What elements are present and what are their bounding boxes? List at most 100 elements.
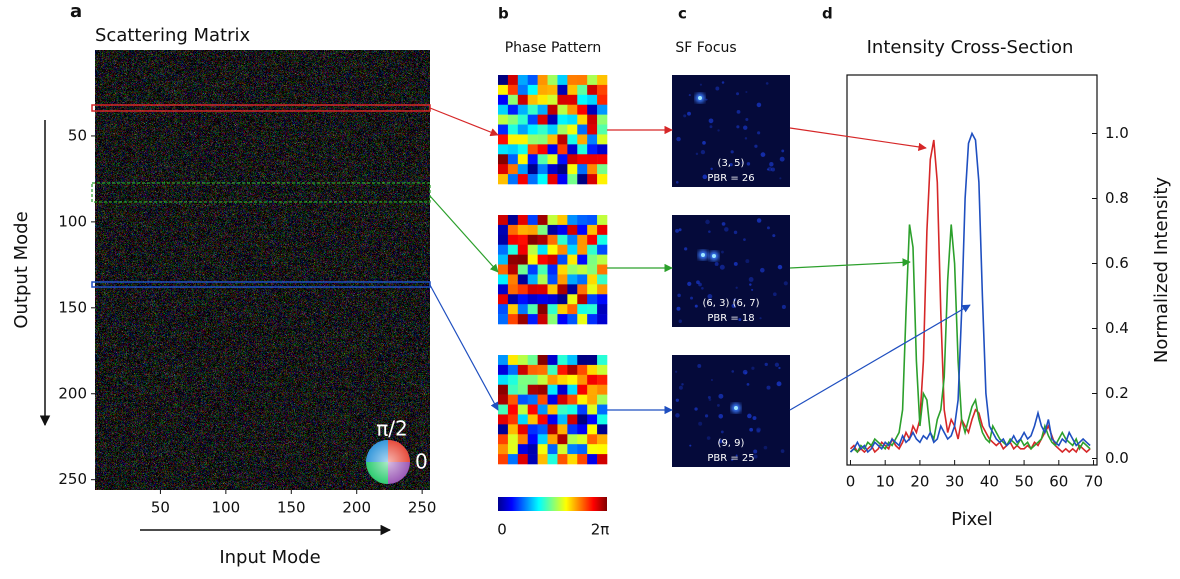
phase-cell <box>508 395 518 405</box>
phase-cell <box>597 365 607 375</box>
phase-cell <box>567 134 577 144</box>
phase-cell <box>498 314 508 324</box>
phase-cell <box>597 424 607 434</box>
phase-cell <box>538 454 548 464</box>
speckle <box>747 162 750 165</box>
phase-cell <box>518 395 528 405</box>
y-tick-label: 200 <box>58 384 87 402</box>
phase-cell <box>567 215 577 225</box>
phase-cell <box>557 284 567 294</box>
phase-cell <box>557 274 567 284</box>
phase-cell <box>567 375 577 385</box>
speckle <box>753 416 757 420</box>
speckle <box>781 149 784 152</box>
phase-cell <box>518 365 528 375</box>
phase-cell <box>577 95 587 105</box>
phase-cell <box>557 225 567 235</box>
speckle <box>681 383 683 385</box>
phase-cell <box>518 405 528 415</box>
panel-letter: b <box>498 5 509 23</box>
phase-cell <box>538 164 548 174</box>
speckle <box>736 92 739 95</box>
phase-cell <box>577 105 587 115</box>
x-tick-label: 40 <box>980 473 999 491</box>
speckle <box>710 125 713 128</box>
phase-cell <box>498 395 508 405</box>
speckle <box>734 231 737 234</box>
y-tick-label: 250 <box>58 470 87 488</box>
colorbar <box>498 497 607 511</box>
speckle <box>718 394 723 399</box>
speckle <box>676 137 680 141</box>
phase-cell <box>548 375 558 385</box>
phase-cell <box>498 434 508 444</box>
phase-cell <box>577 314 587 324</box>
phase-cell <box>548 444 558 454</box>
phase-cell <box>577 134 587 144</box>
phase-cell <box>538 225 548 235</box>
speckle <box>675 229 679 233</box>
phase-cell <box>597 255 607 265</box>
phase-cell <box>548 405 558 415</box>
phase-cell <box>528 424 538 434</box>
speckle <box>765 363 768 366</box>
phase-cell <box>557 215 567 225</box>
y-tick-label: 50 <box>68 126 87 144</box>
speckle <box>778 265 782 269</box>
phase-cell <box>557 95 567 105</box>
phase-cell <box>587 235 597 245</box>
phase-cell <box>508 424 518 434</box>
phase-cell <box>498 235 508 245</box>
focus-spot <box>712 254 716 258</box>
phase-cell <box>508 284 518 294</box>
speckle <box>715 87 719 91</box>
speckle <box>698 422 702 426</box>
y-tick-label: 0.8 <box>1105 189 1129 207</box>
phase-cell <box>508 414 518 424</box>
phase-cell <box>528 355 538 365</box>
phase-cell <box>508 405 518 415</box>
speckle <box>767 226 770 229</box>
phase-cell <box>567 365 577 375</box>
phase-cell <box>528 134 538 144</box>
speckle <box>781 449 785 453</box>
phase-cell <box>528 125 538 135</box>
phase-cell <box>498 164 508 174</box>
phase-cell <box>538 265 548 275</box>
speckle <box>720 265 725 270</box>
speckle <box>705 99 707 101</box>
phase-cell <box>508 434 518 444</box>
phase-cell <box>587 174 597 184</box>
phase-cell <box>528 395 538 405</box>
phase-cell <box>498 115 508 125</box>
phase-cell <box>508 125 518 135</box>
speckle <box>684 247 687 250</box>
speckle <box>731 150 734 153</box>
phase-cell <box>587 274 597 284</box>
phase-cell <box>498 294 508 304</box>
phase-cell <box>498 405 508 415</box>
colorbar-label: 0 <box>497 521 507 539</box>
data-line <box>851 134 1091 453</box>
speckle <box>697 364 701 368</box>
phase-cell <box>557 105 567 115</box>
phase-cell <box>548 115 558 125</box>
phase-cell <box>528 174 538 184</box>
phase-cell <box>557 115 567 125</box>
phase-cell <box>548 95 558 105</box>
panel-letter: a <box>70 1 82 22</box>
phase-cell <box>518 164 528 174</box>
phase-cell <box>567 284 577 294</box>
panel-letter: c <box>678 5 687 23</box>
phase-cell <box>577 154 587 164</box>
phase-cell <box>567 95 577 105</box>
phase-cell <box>538 95 548 105</box>
phase-cell <box>528 85 538 95</box>
phase-cell <box>518 284 528 294</box>
phase-cell <box>587 405 597 415</box>
phase-cell <box>538 215 548 225</box>
phase-cell <box>597 125 607 135</box>
y-tick-label: 150 <box>58 298 87 316</box>
phase-cell <box>538 85 548 95</box>
